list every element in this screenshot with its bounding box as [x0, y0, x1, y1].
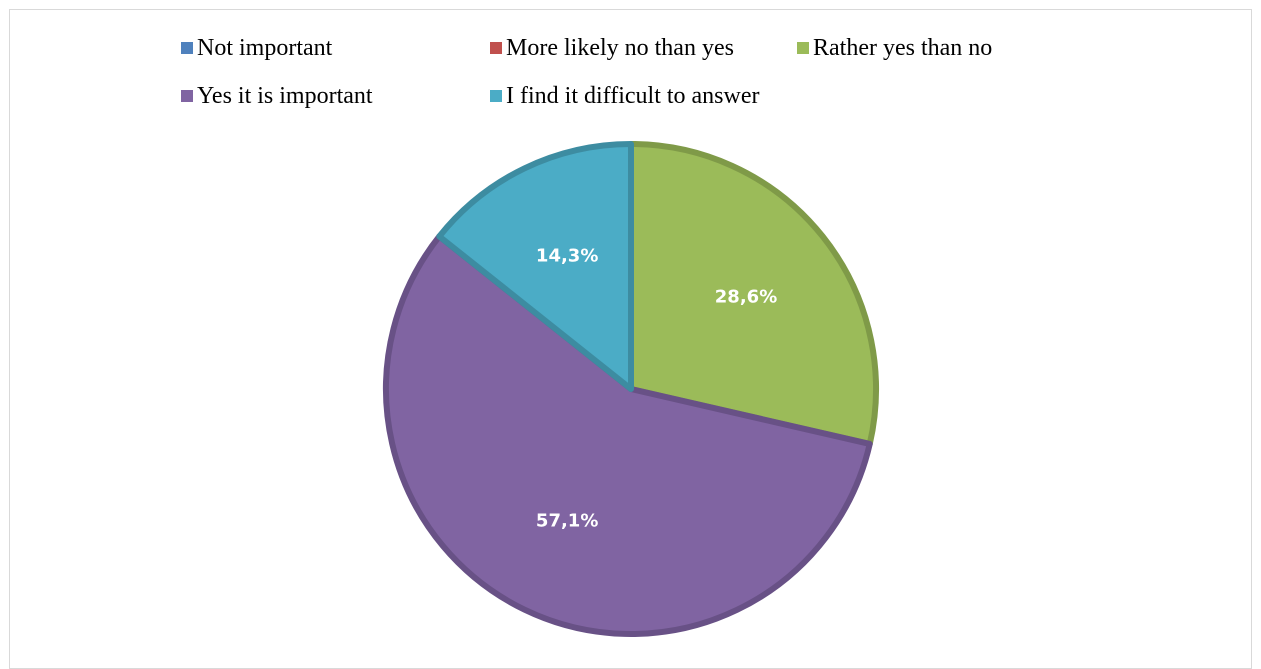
pie-slice-3	[383, 233, 873, 637]
legend-item-more-likely-no: More likely no than yes	[490, 34, 734, 62]
legend-label: More likely no than yes	[506, 35, 734, 61]
legend-swatch	[181, 90, 193, 102]
legend-item-rather-yes: Rather yes than no	[797, 34, 992, 62]
legend-swatch	[181, 42, 193, 54]
data-label-3: 57,1%	[536, 510, 598, 531]
legend-swatch	[797, 42, 809, 54]
legend-label: Rather yes than no	[813, 35, 993, 61]
data-label-4: 14,3%	[536, 246, 598, 267]
legend-swatch	[490, 90, 502, 102]
legend-swatch	[490, 42, 502, 54]
data-label-2: 28,6%	[715, 286, 777, 307]
legend-label: I find it difficult to answer	[506, 83, 760, 109]
legend-label: Yes it is important	[197, 83, 373, 109]
pie-slice-2	[628, 141, 879, 447]
legend-label: Not important	[197, 35, 333, 61]
pie-slice-4	[436, 141, 634, 392]
legend-item-difficult: I find it difficult to answer	[490, 82, 760, 110]
legend-item-not-important: Not important	[181, 34, 332, 62]
legend-item-yes-important: Yes it is important	[181, 82, 373, 110]
